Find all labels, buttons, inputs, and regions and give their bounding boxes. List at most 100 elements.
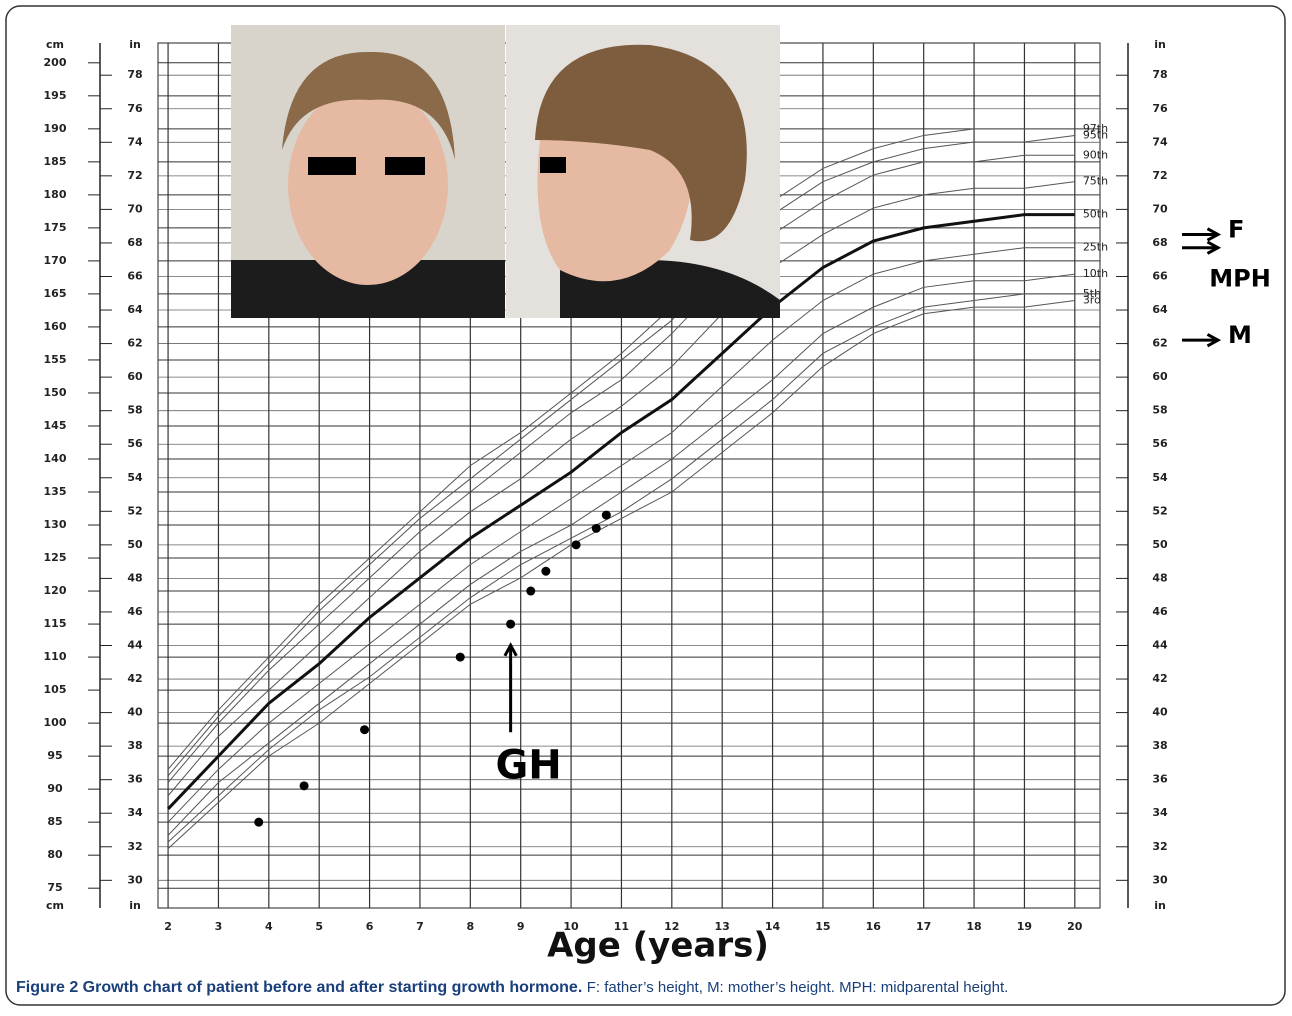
patient-point xyxy=(300,781,309,790)
annotation: GH xyxy=(495,742,561,788)
y2-tick-label: 30 xyxy=(127,873,143,886)
caption-title: Figure 2 Growth chart of patient before … xyxy=(16,979,582,996)
y2-tick-label: 40 xyxy=(1152,706,1168,719)
y2-tick-label: 62 xyxy=(1152,337,1167,350)
y-tick-label: 195 xyxy=(44,89,67,102)
y2-tick-label: 62 xyxy=(127,337,142,350)
y-tick-label: 200 xyxy=(44,56,67,69)
y-tick-label: 130 xyxy=(44,518,67,531)
patient-point xyxy=(254,818,263,827)
annotation: MPH xyxy=(1209,265,1271,293)
y2-tick-label: 70 xyxy=(1152,202,1168,215)
y2-tick-label: 50 xyxy=(1152,538,1168,551)
y-tick-label: 170 xyxy=(44,254,67,267)
y2-tick-label: 76 xyxy=(127,102,143,115)
legend-label: 10th xyxy=(1083,267,1108,280)
y2-tick-label: 44 xyxy=(1152,638,1168,651)
patient-point xyxy=(602,511,611,520)
y-tick-label: 140 xyxy=(44,452,67,465)
y2-tick-label: 40 xyxy=(127,706,143,719)
y-tick-label: 75 xyxy=(47,881,62,894)
y2-tick-label: 60 xyxy=(127,370,143,383)
y-unit-label: cm xyxy=(46,38,64,51)
caption: Figure 2 Growth chart of patient before … xyxy=(16,979,1286,997)
x-tick-label: 3 xyxy=(215,920,223,933)
caption-text: F: father’s height, M: mother’s height. … xyxy=(587,979,1009,996)
face xyxy=(288,85,448,285)
x-tick-label: 6 xyxy=(366,920,374,933)
y-unit-label: cm xyxy=(46,899,64,912)
y-tick-label: 150 xyxy=(44,386,67,399)
y2-tick-label: 72 xyxy=(127,169,142,182)
legend-label: 25th xyxy=(1083,241,1108,254)
x-tick-label: 16 xyxy=(866,920,882,933)
y2-tick-label: 78 xyxy=(127,68,142,81)
y2-tick-label: 52 xyxy=(1152,504,1167,517)
y2-tick-label: 32 xyxy=(1152,840,1167,853)
y2-tick-label: 32 xyxy=(127,840,142,853)
legend-label: 50th xyxy=(1083,208,1108,221)
x-tick-label: 8 xyxy=(466,920,474,933)
y2-tick-label: 72 xyxy=(1152,169,1167,182)
x-tick-label: 19 xyxy=(1017,920,1032,933)
y2-tick-label: 50 xyxy=(127,538,143,551)
y2-tick-label: 74 xyxy=(1152,135,1168,148)
eye-bar xyxy=(385,157,425,175)
y2-tick-label: 48 xyxy=(127,571,142,584)
y2-tick-label: 36 xyxy=(127,773,143,786)
y-tick-label: 85 xyxy=(47,815,62,828)
y2-tick-label: 58 xyxy=(1152,404,1167,417)
y2-tick-label: 34 xyxy=(1152,806,1168,819)
y2-tick-label: 68 xyxy=(127,236,142,249)
patient-point xyxy=(456,653,465,662)
y-tick-label: 80 xyxy=(47,848,63,861)
patient-point xyxy=(541,567,550,576)
y2-tick-label: 56 xyxy=(1152,437,1168,450)
patient-point xyxy=(526,587,535,596)
y2-tick-label: 70 xyxy=(127,202,143,215)
y2-tick-label: 78 xyxy=(1152,68,1167,81)
eye-bar xyxy=(308,157,356,175)
patient-point xyxy=(506,620,515,629)
y2-tick-label: 54 xyxy=(1152,471,1168,484)
x-axis-label: Age (years) xyxy=(547,926,769,966)
y2-tick-label: 42 xyxy=(127,672,142,685)
y2-unit-label: in xyxy=(1154,899,1166,912)
y-tick-label: 145 xyxy=(44,419,67,432)
y2-tick-label: 64 xyxy=(127,303,143,316)
patient-point xyxy=(360,725,369,734)
y-tick-label: 190 xyxy=(44,122,67,135)
x-tick-label: 2 xyxy=(164,920,172,933)
y-tick-label: 90 xyxy=(47,782,63,795)
y2-tick-label: 52 xyxy=(127,504,142,517)
x-tick-label: 5 xyxy=(315,920,323,933)
y2-unit-label: in xyxy=(129,38,141,51)
y2-tick-label: 38 xyxy=(1152,739,1167,752)
y-tick-label: 110 xyxy=(44,650,67,663)
y2-tick-label: 58 xyxy=(127,404,142,417)
y2-tick-label: 46 xyxy=(1152,605,1168,618)
figure: cmcminininin7580859095100105110115120125… xyxy=(0,0,1292,1012)
patient-point xyxy=(572,540,581,549)
x-tick-label: 18 xyxy=(966,920,981,933)
y2-tick-label: 56 xyxy=(127,437,143,450)
x-tick-label: 4 xyxy=(265,920,273,933)
y2-tick-label: 64 xyxy=(1152,303,1168,316)
y2-tick-label: 68 xyxy=(1152,236,1167,249)
y-tick-label: 165 xyxy=(44,287,67,300)
y-tick-label: 95 xyxy=(47,749,62,762)
y-tick-label: 160 xyxy=(44,320,67,333)
legend-label: 97th xyxy=(1083,122,1108,135)
y-tick-label: 175 xyxy=(44,221,67,234)
y2-unit-label: in xyxy=(129,899,141,912)
y2-tick-label: 66 xyxy=(127,269,143,282)
y2-tick-label: 48 xyxy=(1152,571,1167,584)
x-tick-label: 20 xyxy=(1067,920,1083,933)
y-tick-label: 105 xyxy=(44,683,67,696)
y-tick-label: 180 xyxy=(44,188,67,201)
legend-label: 90th xyxy=(1083,148,1108,161)
y2-tick-label: 42 xyxy=(1152,672,1167,685)
y2-tick-label: 46 xyxy=(127,605,143,618)
y2-tick-label: 36 xyxy=(1152,773,1168,786)
y2-tick-label: 54 xyxy=(127,471,143,484)
